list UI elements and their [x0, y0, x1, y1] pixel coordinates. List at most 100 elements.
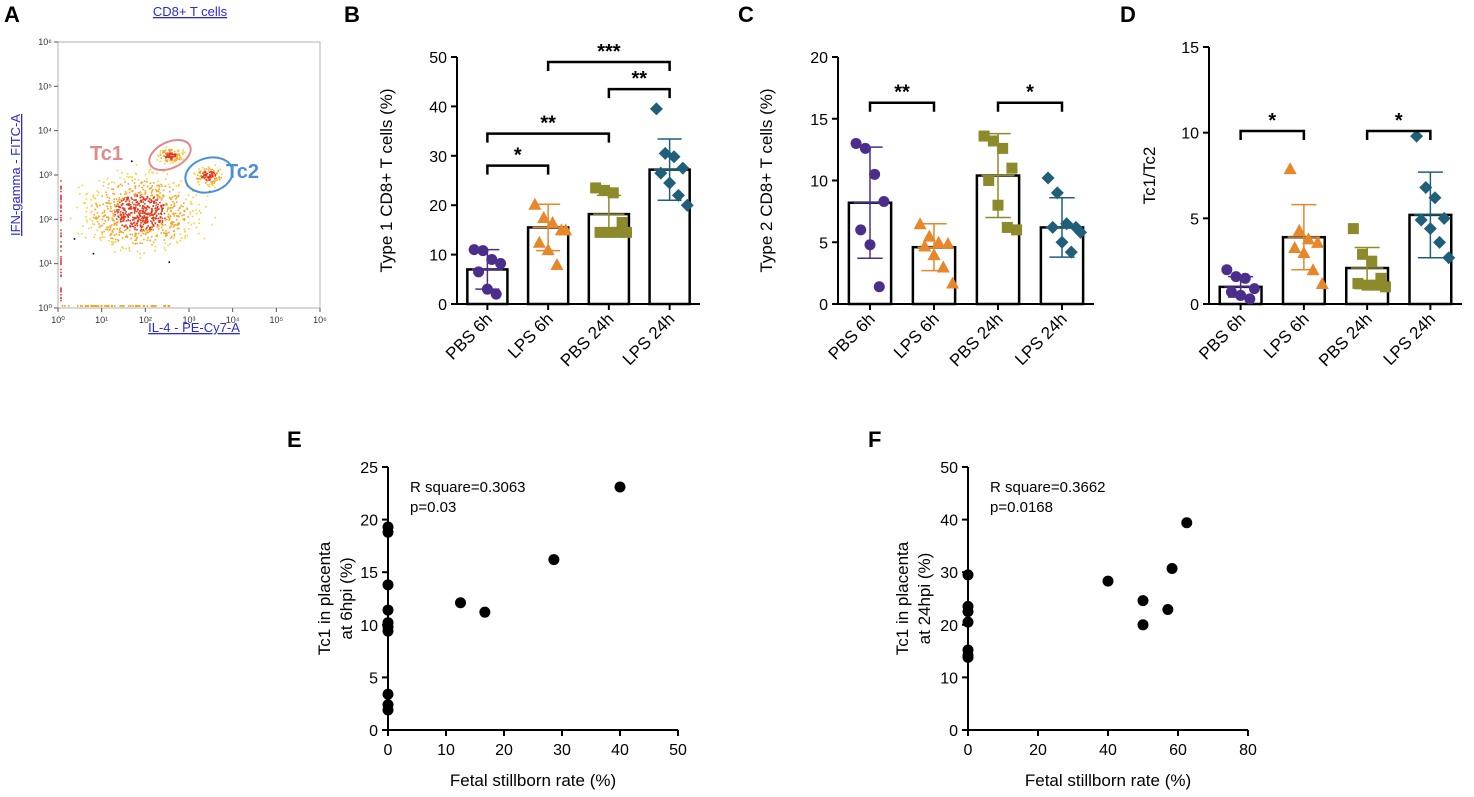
- x-tick-label: 0: [384, 742, 393, 759]
- y-axis-label-line2: at 6hpi (%): [337, 557, 356, 639]
- flow-event-dot: [160, 213, 163, 215]
- significance-label: *: [1026, 82, 1034, 104]
- flow-event-dot: [109, 202, 112, 205]
- flow-event-dot: [157, 228, 160, 230]
- flow-event-dot: [157, 190, 160, 192]
- flow-event-dot: [122, 247, 125, 249]
- flow-event-dot: [116, 211, 119, 214]
- flow-event-dot: [149, 214, 151, 217]
- flow-event-dot: [167, 207, 169, 209]
- flow-event-dot: [134, 235, 136, 237]
- flow-event-dot: [191, 210, 194, 212]
- flow-event-dot: [119, 206, 121, 208]
- flow-event-dot: [181, 237, 183, 239]
- data-point: [671, 188, 685, 202]
- flow-event-dot: [138, 213, 141, 215]
- y-tick-label: 20: [429, 198, 447, 215]
- flow-event-dot: [137, 179, 140, 181]
- flow-event-dot: [107, 187, 109, 189]
- x-category-label: PBS 6h: [825, 309, 879, 363]
- flow-event-dot: [169, 243, 171, 245]
- data-point: [603, 226, 615, 238]
- data-point: [1230, 271, 1242, 283]
- flow-event-dot: [111, 230, 114, 232]
- flow-event-dot: [207, 166, 210, 168]
- flow-event-dot: [143, 238, 145, 241]
- flow-event-dot: [135, 172, 137, 175]
- panel-letter: E: [287, 427, 302, 452]
- flow-event-dot: [169, 149, 172, 151]
- data-point: [962, 616, 974, 628]
- data-point: [1006, 162, 1018, 174]
- flow-event-dot: [92, 195, 95, 198]
- data-point: [546, 215, 560, 228]
- flow-event-dot: [85, 216, 87, 218]
- flow-event-dot: [166, 159, 169, 162]
- flow-event-dot: [204, 173, 207, 176]
- flow-x-tick-label: 10⁵: [269, 315, 283, 325]
- data-point: [382, 625, 394, 637]
- flow-event-dot: [142, 208, 145, 210]
- flow-event-dot: [115, 198, 118, 200]
- flow-event-dot: [173, 215, 176, 217]
- significance-label: **: [540, 113, 556, 135]
- flow-event-dot: [107, 226, 110, 229]
- flow-x-label[interactable]: IL-4 - PE-Cy7-A: [148, 320, 240, 335]
- data-point: [1347, 223, 1359, 235]
- flow-event-dot: [161, 226, 163, 229]
- data-point: [479, 606, 491, 618]
- flow-event-dot: [151, 235, 153, 238]
- flow-event-dot: [123, 178, 126, 181]
- flow-event-dot: [114, 222, 117, 224]
- flow-edge-event: [60, 205, 62, 208]
- flow-event-dot: [183, 214, 185, 216]
- flow-event-dot: [99, 204, 101, 207]
- flow-event-dot: [134, 185, 136, 188]
- flow-event-dot: [155, 202, 157, 204]
- flow-event-dot: [161, 194, 164, 197]
- flow-event-dot: [193, 222, 195, 225]
- flow-event-dot: [138, 212, 140, 214]
- flow-event-dot: [109, 234, 112, 236]
- flow-event-dot: [88, 227, 90, 230]
- flow-event-dot: [129, 212, 132, 214]
- flow-event-dot: [164, 242, 167, 244]
- flow-event-dot: [169, 207, 171, 209]
- flow-event-dot: [96, 229, 98, 232]
- data-point: [1283, 162, 1297, 175]
- data-point: [936, 260, 950, 273]
- flow-event-dot: [130, 237, 132, 240]
- flow-event-dot: [156, 226, 159, 228]
- flow-event-dot: [139, 230, 142, 232]
- y-tick-label: 5: [819, 235, 828, 252]
- flow-title[interactable]: CD8+ T cells: [153, 4, 228, 19]
- flow-event-dot: [141, 207, 143, 209]
- flow-event-dot: [176, 157, 178, 159]
- flow-event-dot: [123, 215, 125, 217]
- flow-event-dot: [83, 202, 85, 205]
- flow-event-dot: [143, 211, 145, 214]
- flow-event-dot: [187, 194, 190, 197]
- flow-event-dot: [173, 237, 175, 240]
- flow-event-dot: [136, 194, 138, 196]
- flow-event-dot: [110, 207, 112, 209]
- flow-event-dot: [165, 155, 167, 158]
- flow-event-dot: [211, 183, 213, 185]
- flow-event-dot: [116, 205, 118, 207]
- data-point: [1162, 604, 1174, 616]
- flow-event-dot: [216, 179, 218, 181]
- flow-y-label[interactable]: IFN-gamma - FITC-A: [8, 114, 23, 236]
- significance-label: *: [514, 145, 522, 167]
- flow-event-dot: [69, 217, 72, 220]
- flow-event-dot: [173, 160, 176, 162]
- data-point: [528, 197, 542, 210]
- panel-letter: D: [1120, 2, 1136, 27]
- flow-edge-event: [107, 305, 109, 307]
- flow-event-dot: [141, 181, 143, 183]
- data-point: [1437, 211, 1451, 225]
- flow-event-dot: [109, 228, 112, 230]
- flow-event-dot: [145, 228, 147, 230]
- flow-event-dot: [90, 211, 92, 214]
- flow-event-dot: [213, 182, 215, 184]
